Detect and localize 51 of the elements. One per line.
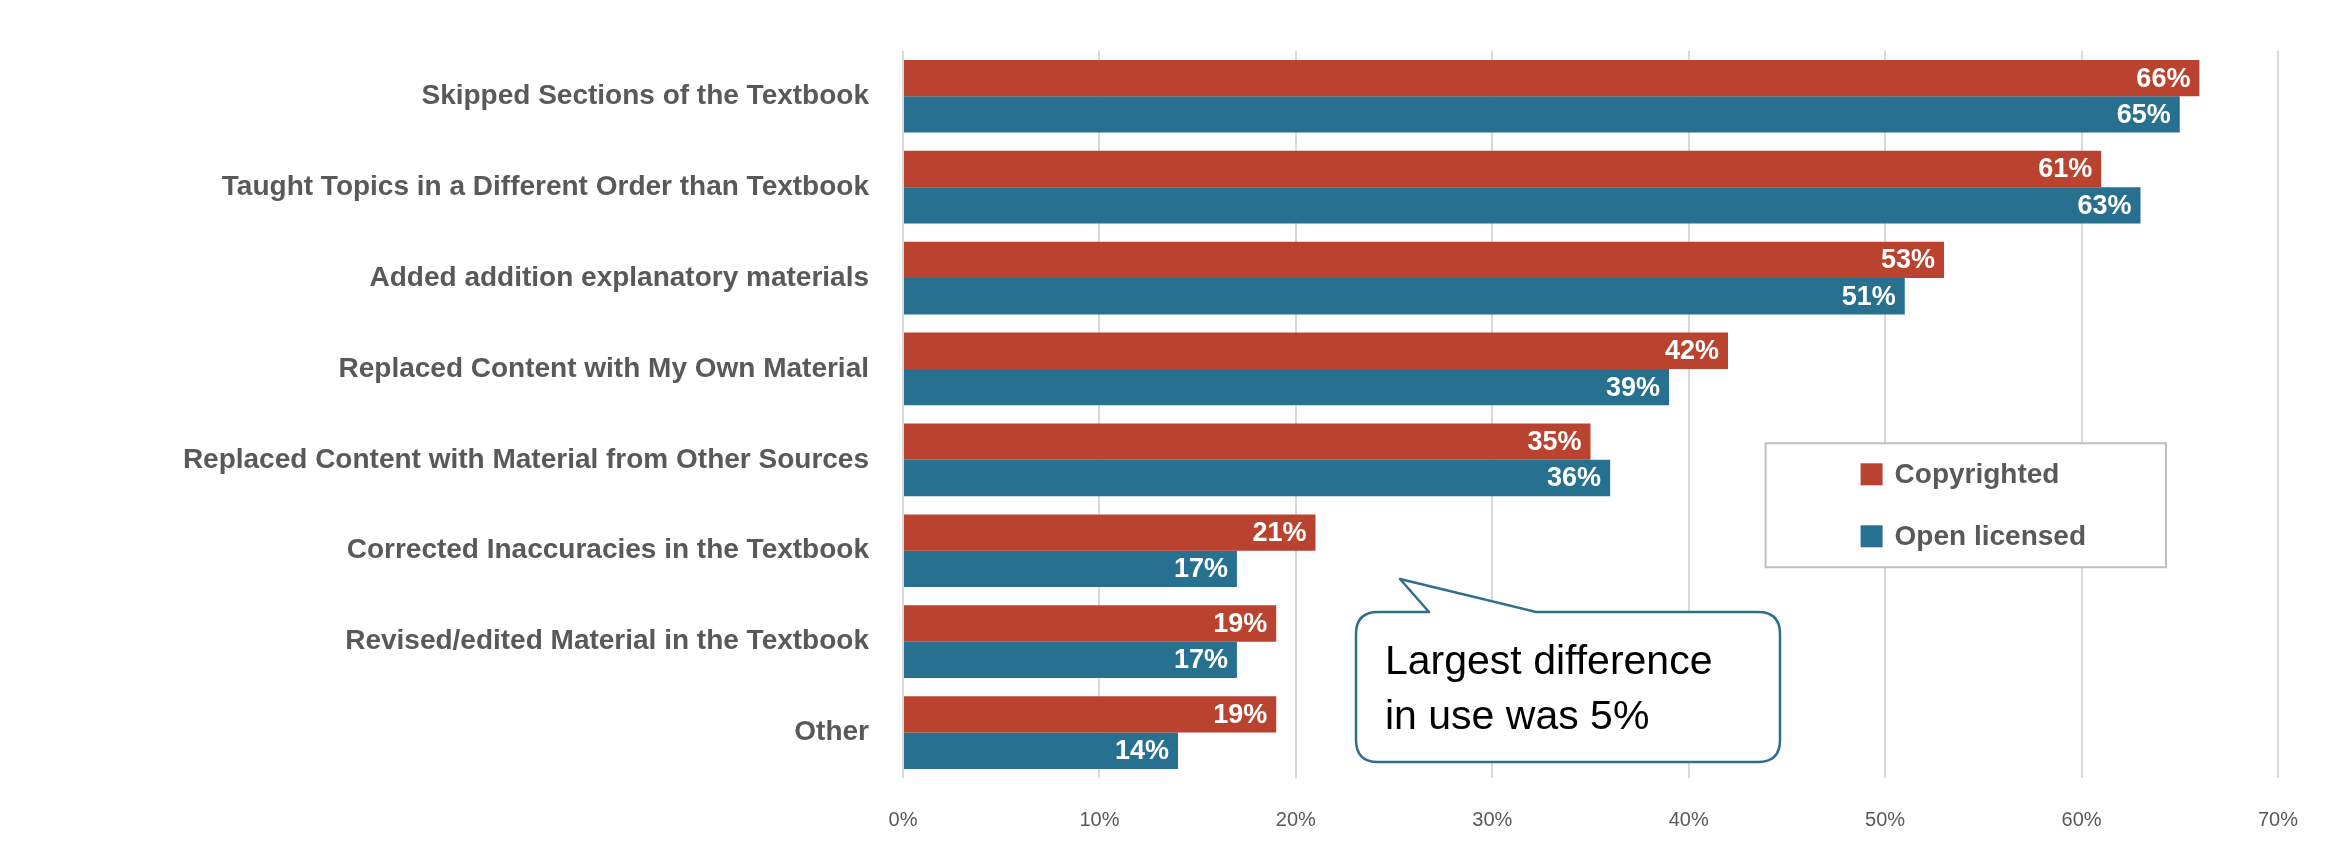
bar — [904, 96, 2180, 133]
data-label: 65% — [2116, 98, 2171, 129]
data-label: 42% — [1664, 335, 1719, 366]
data-label: 35% — [1527, 426, 1582, 457]
data-label: 39% — [1606, 371, 1661, 402]
legend-label: Copyrighted — [1894, 458, 2060, 490]
bar — [904, 550, 1237, 588]
x-tick-label: 60% — [2061, 807, 2102, 830]
bar — [904, 241, 1945, 279]
x-tick-label: 40% — [1668, 807, 1709, 830]
x-tick-label: 30% — [1472, 807, 1513, 830]
data-label: 14% — [1114, 735, 1169, 766]
data-label: 66% — [2136, 62, 2191, 93]
data-label: 17% — [1173, 644, 1228, 675]
y-tick-label: Added addition explanatory materials — [369, 260, 869, 292]
y-tick-label: Replaced Content with Material from Other Sources — [182, 442, 869, 474]
bar — [904, 696, 1277, 733]
bar — [904, 641, 1237, 679]
y-tick-label: Revised/edited Material in the Textbook — [345, 624, 870, 656]
bar — [904, 150, 2102, 188]
y-tick-label: Taught Topics in a Different Order than Textbook — [221, 169, 870, 201]
bar — [904, 459, 1611, 497]
x-tick-label: 0% — [888, 807, 918, 830]
data-label: 36% — [1547, 462, 1602, 493]
annotation: Largest difference in use was 5% — [1385, 636, 1714, 740]
bar — [904, 332, 1728, 369]
data-label: 53% — [1881, 244, 1936, 275]
bar — [904, 368, 1670, 406]
y-tick-label: Replaced Content with My Own Material — [338, 351, 869, 383]
bar — [904, 423, 1591, 460]
x-tick-label: 50% — [1865, 807, 1906, 830]
bar — [904, 59, 2200, 97]
x-tick-label: 20% — [1275, 807, 1317, 830]
bar — [904, 732, 1178, 769]
y-tick-label: Corrected Inaccuracies in the Textbook — [346, 533, 870, 565]
data-label: 19% — [1213, 607, 1268, 638]
y-tick-label: Other — [794, 715, 870, 747]
bar — [904, 605, 1277, 642]
y-tick-label: Skipped Sections of the Textbook — [421, 78, 870, 110]
bar — [904, 187, 2141, 224]
data-label: 63% — [2077, 189, 2132, 220]
bar — [904, 278, 1905, 315]
data-label: 17% — [1173, 553, 1228, 584]
data-label: 21% — [1252, 517, 1307, 548]
x-tick-label: 10% — [1079, 807, 1120, 830]
data-label: 19% — [1213, 698, 1268, 729]
data-label: 51% — [1841, 280, 1896, 311]
legend-label: Open licensed — [1894, 520, 2086, 552]
bar — [904, 514, 1316, 551]
data-label: 61% — [2038, 153, 2093, 184]
x-tick-label: 70% — [2257, 807, 2299, 830]
